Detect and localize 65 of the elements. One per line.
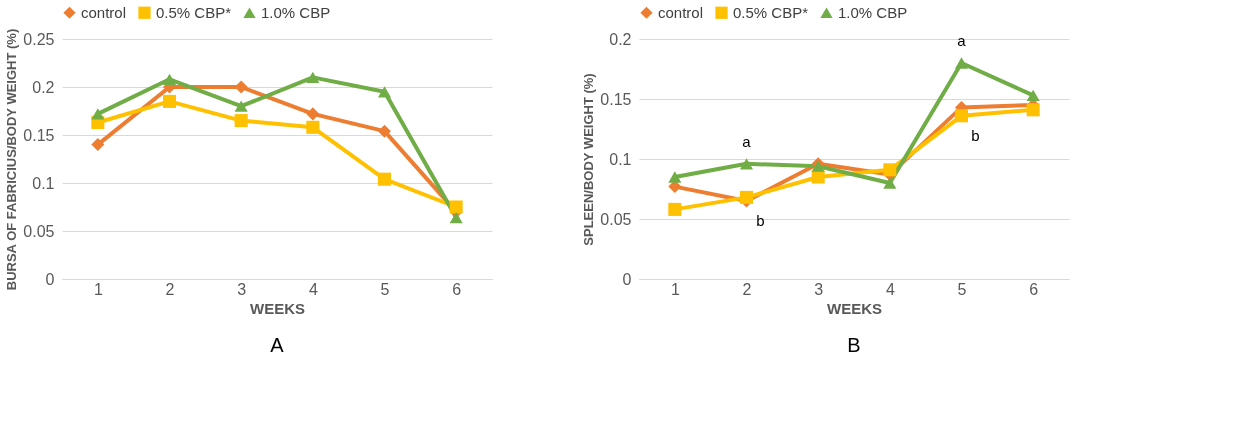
- point: [954, 57, 969, 69]
- x-tick-label: 4: [308, 280, 318, 298]
- x-tick-label: 6: [452, 280, 462, 298]
- x-tick-label: 3: [814, 280, 824, 298]
- point: [668, 180, 682, 194]
- y-tick-label: 0.05: [23, 222, 55, 240]
- point: [306, 120, 320, 134]
- point: [234, 114, 248, 128]
- point: [377, 124, 392, 138]
- point: [739, 158, 754, 170]
- legend-label: 0.5% CBP*: [733, 3, 809, 21]
- y-tick-label: 0.05: [600, 210, 632, 228]
- legend-label: 0.5% CBP*: [156, 3, 232, 21]
- x-tick-label: 2: [165, 280, 175, 298]
- point: [449, 211, 463, 224]
- x-tick-label: 2: [742, 280, 752, 298]
- y-tick-label: 0: [622, 270, 632, 288]
- point: [91, 108, 105, 120]
- point: [91, 138, 105, 152]
- point: [883, 177, 897, 189]
- x-axis-title: WEEKS: [249, 299, 306, 317]
- y-tick-label: 0.1: [609, 150, 632, 168]
- point: [1026, 89, 1040, 102]
- legend-label: 1.0% CBP: [261, 3, 331, 21]
- y-tick-label: 0.25: [23, 30, 55, 48]
- point: [954, 109, 969, 123]
- x-tick-label: 5: [380, 280, 390, 298]
- y-tick-label: 0.2: [609, 30, 632, 48]
- point: [377, 86, 392, 98]
- x-tick-label: 6: [1029, 280, 1039, 298]
- point: [162, 94, 177, 108]
- y-tick-label: 0.2: [32, 78, 55, 96]
- point: [306, 107, 320, 121]
- text: A: [270, 334, 285, 356]
- point: [668, 202, 682, 216]
- point: [234, 80, 248, 94]
- y-tick-label: 0.1: [32, 174, 55, 192]
- x-tick-label: 1: [93, 280, 103, 298]
- x-axis-title: WEEKS: [826, 299, 883, 317]
- x-tick-label: 3: [237, 280, 247, 298]
- legend-label: control: [81, 3, 127, 21]
- point: [377, 172, 392, 186]
- point: [739, 190, 754, 204]
- text: B: [847, 334, 861, 356]
- y-tick-label: 0: [45, 270, 55, 288]
- y-axis-title: SPLEEN/BODY WEIGHT (%): [581, 73, 597, 246]
- point: [234, 100, 248, 112]
- x-tick-label: 1: [670, 280, 680, 298]
- legend-label: 1.0% CBP: [838, 3, 908, 21]
- x-tick-label: 4: [885, 280, 895, 298]
- point: [162, 73, 177, 85]
- legend-label: control: [658, 3, 704, 21]
- x-tick-label: 5: [957, 280, 967, 298]
- point: [449, 200, 463, 214]
- annotation: a: [742, 132, 752, 150]
- y-tick-label: 0.15: [600, 90, 632, 108]
- point: [883, 163, 897, 177]
- point: [306, 71, 320, 84]
- annotation: b: [971, 126, 980, 144]
- point: [1026, 103, 1040, 117]
- point: [668, 171, 682, 183]
- annotation: b: [756, 212, 765, 229]
- annotation: a: [957, 32, 967, 49]
- y-axis-title: BURSA OF FABRICIUS/BODY WEIGHT (%): [4, 28, 20, 291]
- y-tick-label: 0.15: [23, 126, 55, 144]
